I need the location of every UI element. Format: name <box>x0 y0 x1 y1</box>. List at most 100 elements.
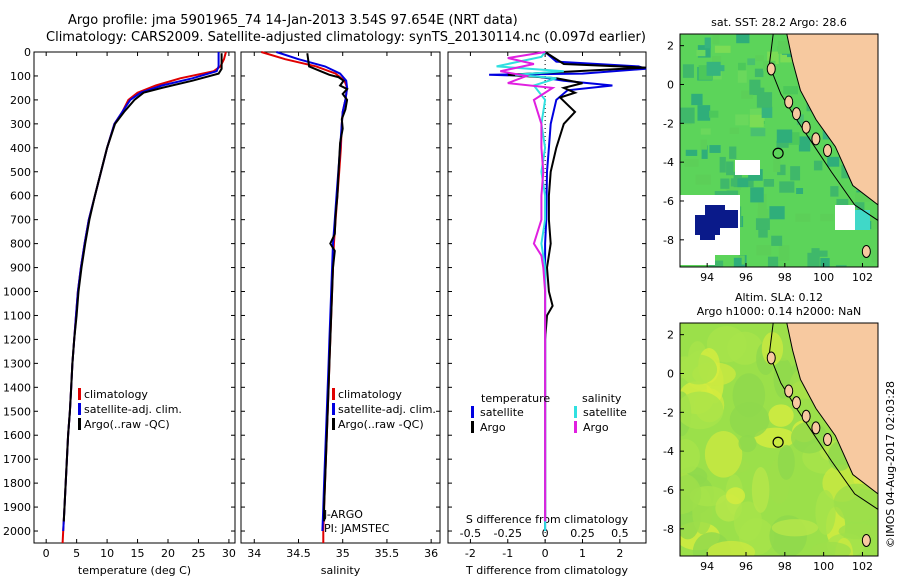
island <box>861 244 871 258</box>
legend-swatch <box>78 388 81 400</box>
temperature-panel: 0100200300400500600700800900100011001200… <box>3 46 236 577</box>
y-tick-label: 900 <box>10 262 31 275</box>
y-tick-label: 800 <box>10 238 31 251</box>
island <box>811 132 821 146</box>
legend-label: Argo <box>480 421 506 434</box>
sla_map-frame <box>679 322 879 557</box>
x-tick-label: 98 <box>778 271 792 284</box>
argo-location-marker <box>772 147 784 159</box>
series-s-argo <box>500 51 556 522</box>
field-cell <box>733 501 762 542</box>
s-tick-label: 0.25 <box>570 527 595 540</box>
x-tick-label: -1 <box>502 547 513 560</box>
legend-t-title: temperature <box>481 392 550 405</box>
field-cell <box>838 523 878 540</box>
x-tick-label: 36 <box>424 547 438 560</box>
island <box>766 62 776 76</box>
field-cell <box>727 331 763 365</box>
field-cell <box>750 187 764 203</box>
field-cell <box>783 86 798 95</box>
island <box>823 433 833 446</box>
temperature-frame <box>33 51 236 544</box>
x-tick-label: 35 <box>336 547 350 560</box>
legend-swatch <box>78 418 81 430</box>
field-cell <box>704 430 743 478</box>
y-tick-label: 1600 <box>3 429 31 442</box>
legend-label: Argo(..raw -QC) <box>338 418 424 431</box>
x-tick-label: 0 <box>43 547 50 560</box>
legend-swatch <box>471 406 474 418</box>
field-cell <box>725 487 746 505</box>
cold-patch <box>700 228 715 240</box>
field-cell <box>757 208 769 220</box>
field-cell <box>729 402 770 438</box>
field-cell <box>729 146 737 159</box>
field-cell <box>708 260 724 267</box>
field-cell <box>776 140 789 148</box>
x-tick-label: 25 <box>191 547 205 560</box>
field-cell <box>767 256 779 267</box>
field-cell <box>738 435 757 453</box>
y-tick-label: 400 <box>10 142 31 155</box>
field-cell <box>737 70 747 83</box>
field-cell <box>726 161 734 176</box>
island <box>801 120 811 134</box>
field-cell <box>680 472 702 515</box>
legend-swatch <box>332 403 335 415</box>
field-cell <box>684 159 699 167</box>
y-tick-label: -6 <box>663 195 674 208</box>
y-tick-label: 1300 <box>3 357 31 370</box>
field-cell <box>697 105 711 121</box>
x-tick-label: 94 <box>700 271 714 284</box>
field-cell <box>730 178 738 187</box>
x-tick-label: 0 <box>542 547 549 560</box>
field-cell <box>738 62 746 73</box>
field-cell <box>750 128 766 137</box>
y-tick-label: 500 <box>10 166 31 179</box>
x-tick-label: 94 <box>700 560 714 573</box>
s-tick-label: -0.5 <box>460 527 481 540</box>
y-tick-label: 1000 <box>3 286 31 299</box>
field-cell <box>807 252 820 267</box>
field-cell <box>836 198 849 207</box>
argo-location-marker <box>772 436 784 448</box>
y-tick-label: 2000 <box>3 525 31 538</box>
field-cell <box>871 220 878 230</box>
cloud-mask <box>835 205 855 230</box>
island <box>861 533 871 547</box>
field-cell <box>854 192 871 202</box>
field-cell <box>763 179 775 187</box>
annotation-pi: PI: JAMSTEC <box>324 522 390 535</box>
field-cell <box>777 164 786 176</box>
y-tick-label: 2 <box>667 329 674 342</box>
field-cell <box>700 139 708 150</box>
field-cell <box>761 106 773 118</box>
island <box>784 95 794 109</box>
field-cell <box>795 213 811 222</box>
y-tick-label: 1200 <box>3 333 31 346</box>
x-tick-label: 5 <box>73 547 80 560</box>
annotation-j-argo: J-ARGO <box>323 508 363 521</box>
field-cell <box>820 213 834 222</box>
field-cell <box>756 92 773 108</box>
x-tick-label: 35.5 <box>375 547 400 560</box>
y-tick-label: 100 <box>10 70 31 83</box>
legend-label: Argo <box>583 421 609 434</box>
y-tick-label: -6 <box>663 484 674 497</box>
field-cell <box>749 114 764 127</box>
field-cell <box>711 56 722 68</box>
field-cell <box>756 245 772 256</box>
x-tick-label: -2 <box>465 547 476 560</box>
field-cell <box>780 52 793 63</box>
series-argo-raw-qc- <box>62 53 223 522</box>
y-tick-label: -4 <box>663 445 674 458</box>
title-line-1: Argo profile: jma 5901965_74 14-Jan-2013… <box>68 13 518 28</box>
field-cell <box>701 145 708 159</box>
legend-label: climatology <box>84 388 148 401</box>
x-tick-label: 100 <box>813 560 834 573</box>
field-cell <box>778 245 790 261</box>
island <box>766 351 776 365</box>
field-cell <box>771 235 783 246</box>
field-cell <box>827 156 840 167</box>
